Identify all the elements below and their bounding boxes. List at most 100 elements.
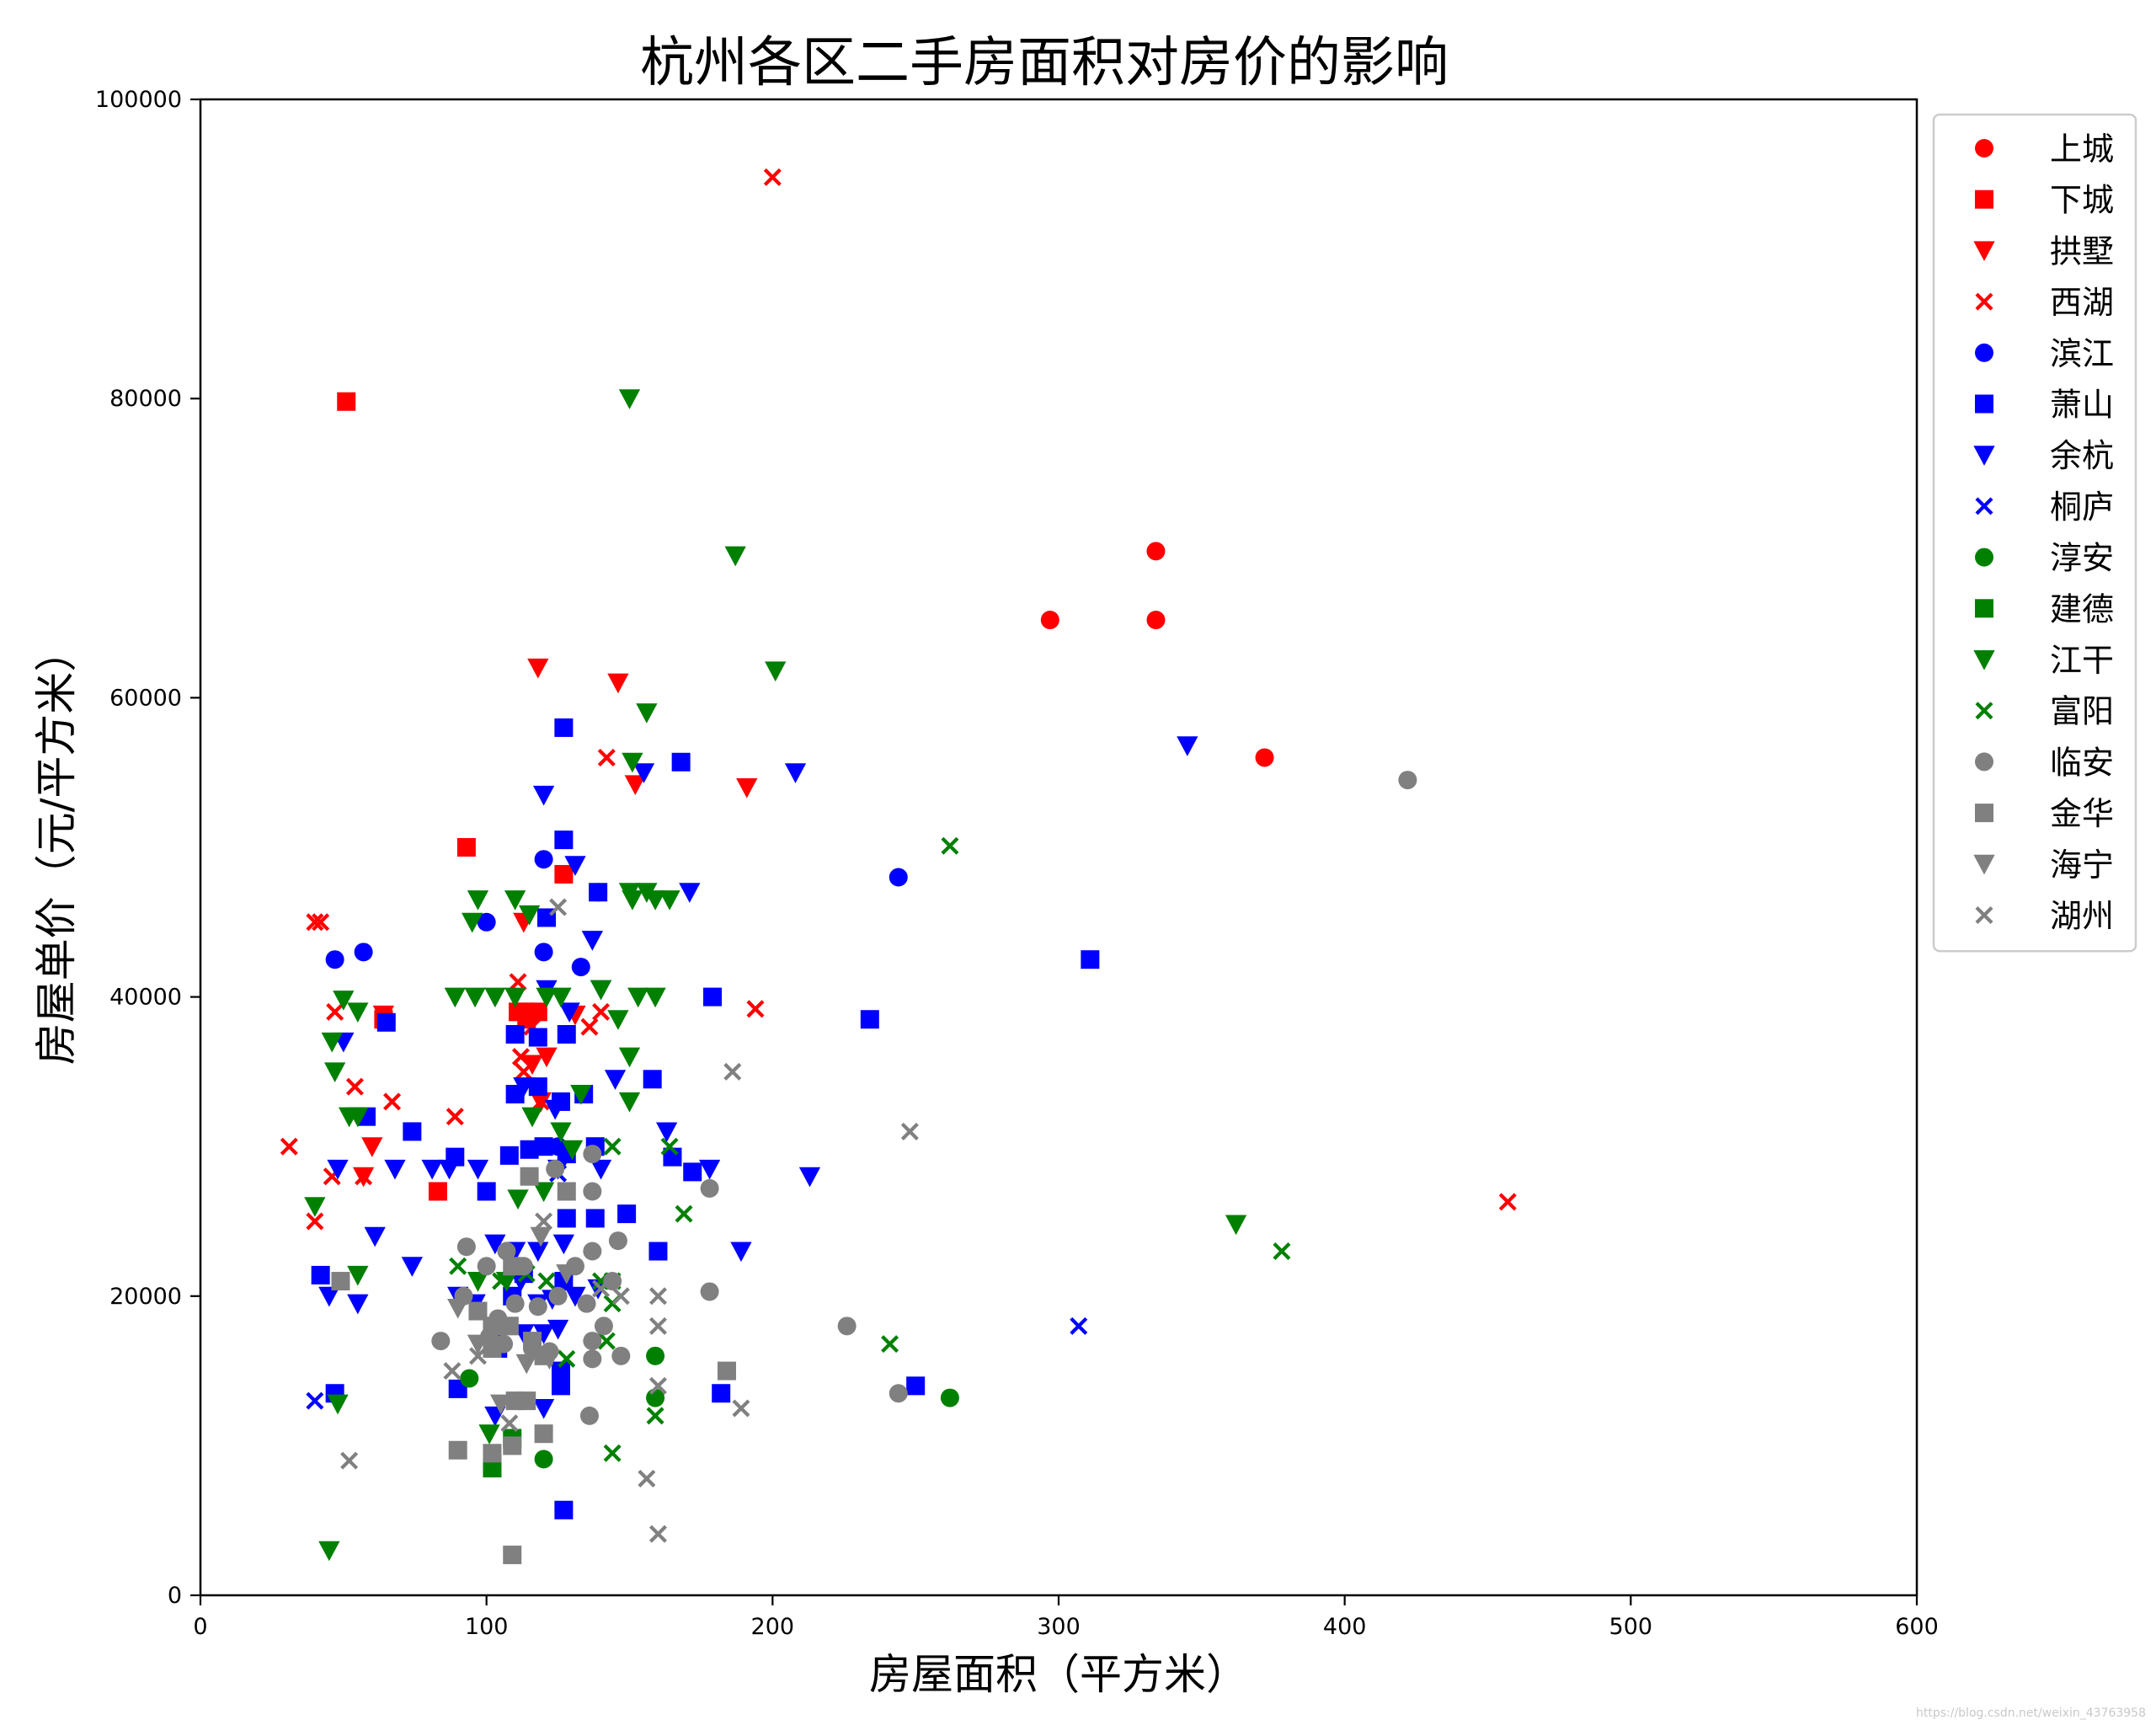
data-point (503, 1546, 522, 1565)
data-point (478, 1424, 500, 1445)
data-point (583, 1349, 602, 1369)
data-point (401, 1257, 424, 1277)
legend-label: 江干 (2050, 642, 2114, 679)
data-point (603, 1137, 622, 1156)
data-point (581, 931, 603, 951)
data-point (671, 752, 691, 772)
data-point (683, 1162, 702, 1182)
data-point (520, 1140, 539, 1159)
data-point (321, 1032, 343, 1053)
data-point (550, 987, 572, 1008)
data-point (659, 890, 680, 911)
data-point (384, 1159, 406, 1180)
plot-frame (199, 98, 1919, 1597)
data-point (889, 1384, 908, 1403)
data-point (544, 1099, 566, 1120)
data-point (881, 1335, 899, 1354)
legend-marker (1975, 752, 1993, 772)
legend-item: 滨江 (1975, 335, 2114, 372)
data-point (467, 1334, 489, 1355)
data-point (347, 1294, 369, 1315)
data-point (889, 868, 908, 887)
data-point (594, 1316, 613, 1336)
data-point (660, 1137, 679, 1156)
legend-label: 萧山 (2050, 387, 2114, 424)
series-11 (304, 389, 1247, 1562)
y-ticks: 0 20000 40000 60000 80000 100000 (95, 87, 200, 1609)
data-point (323, 1062, 346, 1083)
legend-item: 淳安 (1975, 540, 2114, 577)
data-point (551, 1361, 570, 1381)
data-point (347, 1107, 369, 1128)
data-point (505, 1294, 525, 1313)
data-point (611, 1287, 630, 1306)
data-point (528, 1297, 547, 1316)
data-point (547, 1319, 569, 1340)
data-point (784, 763, 807, 783)
data-point (513, 1002, 535, 1023)
data-point (763, 168, 782, 186)
data-point (557, 1209, 576, 1228)
x-tick-label: 400 (1323, 1614, 1367, 1640)
data-point (603, 1444, 622, 1462)
legend-marker (1975, 343, 1993, 362)
legend-marker (1975, 599, 1993, 618)
data-point (456, 1237, 476, 1257)
data-point (1398, 771, 1417, 790)
data-point (564, 856, 586, 876)
data-point (712, 1384, 731, 1403)
data-point (554, 830, 574, 850)
data-point (327, 1159, 349, 1180)
data-point (448, 1440, 467, 1460)
data-point (527, 1242, 549, 1263)
data-point (798, 1167, 821, 1188)
data-point (467, 1159, 489, 1180)
data-point (703, 987, 723, 1007)
data-point (724, 546, 746, 567)
data-point (583, 1242, 602, 1261)
legend-item: 富阳 (1975, 693, 2114, 730)
data-point (730, 1242, 752, 1263)
data-point (611, 1346, 631, 1365)
data-point (656, 1122, 678, 1143)
data-point (746, 1000, 765, 1018)
y-axis-label: 房屋单价（元/平方米） (32, 630, 81, 1065)
y-tick-label: 60000 (109, 685, 182, 711)
data-points (280, 168, 1517, 1565)
data-point (577, 1294, 596, 1313)
data-point (444, 987, 466, 1008)
data-point (534, 1424, 553, 1444)
y-tick-label: 20000 (109, 1284, 182, 1310)
series-16 (340, 898, 919, 1543)
data-point (717, 1361, 736, 1381)
data-point (306, 1391, 324, 1410)
data-point (333, 991, 355, 1011)
legend-marker (1973, 446, 1995, 466)
legend-label: 临安 (2050, 744, 2114, 781)
series-5 (325, 850, 908, 1156)
series-9 (460, 1346, 959, 1469)
data-point (532, 1399, 555, 1419)
data-point (583, 1332, 602, 1351)
data-point (900, 1122, 919, 1140)
data-point (532, 785, 555, 806)
data-point (592, 1279, 611, 1298)
data-point (483, 1459, 502, 1478)
data-point (521, 1107, 543, 1128)
series-1 (1040, 542, 1274, 767)
data-point (504, 987, 526, 1008)
legend-label: 西湖 (2050, 284, 2114, 321)
x-ticks: 0 100 200 300 400 500 600 (193, 1595, 1939, 1640)
legend-marker (1973, 854, 1995, 875)
data-point (579, 1406, 599, 1425)
data-point (528, 1077, 547, 1097)
data-point (443, 1362, 462, 1381)
data-point (590, 980, 612, 1001)
legend-label: 下城 (2050, 182, 2114, 219)
legend-item: 江干 (1973, 642, 2114, 679)
data-point (340, 1451, 359, 1470)
y-tick-label: 100000 (95, 87, 182, 113)
data-point (551, 1376, 570, 1396)
